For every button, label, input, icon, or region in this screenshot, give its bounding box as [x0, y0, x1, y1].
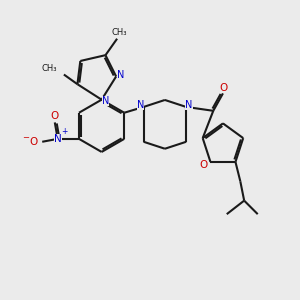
Text: N: N — [54, 134, 61, 144]
Text: N: N — [117, 70, 125, 80]
Text: CH₃: CH₃ — [111, 28, 127, 37]
Text: N: N — [102, 96, 109, 106]
Text: CH₃: CH₃ — [42, 64, 57, 73]
Text: O: O — [51, 111, 59, 121]
Text: O: O — [220, 82, 228, 93]
Text: O: O — [30, 137, 38, 147]
Text: −: − — [22, 134, 29, 142]
Text: O: O — [200, 160, 208, 170]
Text: +: + — [61, 127, 67, 136]
Text: N: N — [137, 100, 144, 110]
Text: N: N — [185, 100, 193, 110]
